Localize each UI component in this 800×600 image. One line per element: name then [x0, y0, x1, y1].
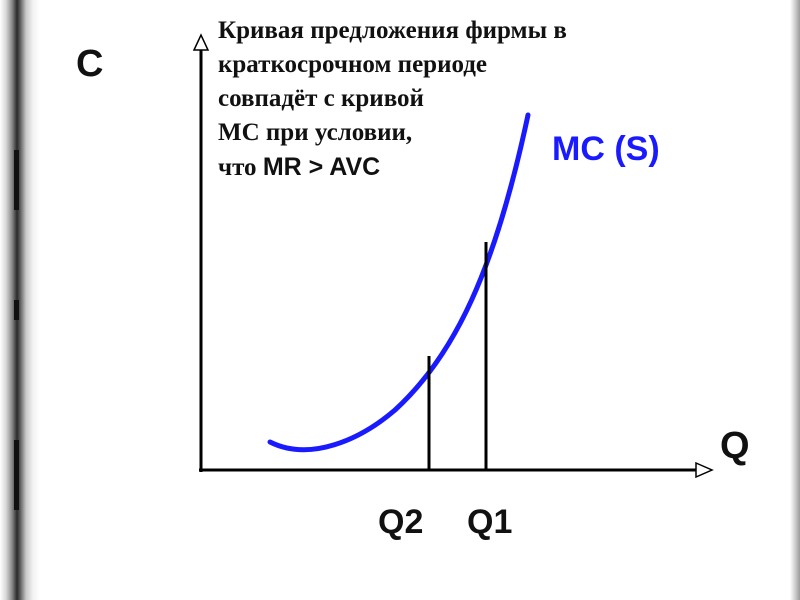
x-axis-arrow-icon [695, 461, 714, 479]
border-streak [14, 440, 19, 510]
border-streak [14, 150, 19, 210]
y-axis-label: C [76, 43, 103, 85]
x-axis-label: Q [720, 425, 750, 467]
diagram-caption: Кривая предложения фирмы в краткосрочном… [218, 14, 688, 185]
q2-label: Q2 [378, 503, 423, 541]
mc-curve-label: MC (S) [552, 130, 660, 168]
mc-curve [267, 112, 531, 453]
caption-line: краткосрочном периоде [218, 51, 488, 78]
caption-line: совпадёт с кривой [218, 85, 424, 112]
caption-prefix: что [218, 154, 263, 181]
caption-line: Кривая предложения фирмы в [218, 17, 567, 44]
y-axis-arrow-icon [192, 33, 210, 51]
q1-label: Q1 [467, 503, 512, 541]
slide-left-border [0, 0, 42, 600]
caption-condition: MR > AVC [262, 153, 381, 181]
caption-line: что MR > AVC [218, 150, 688, 185]
slide-right-border [790, 0, 800, 600]
border-streak [14, 300, 19, 320]
caption-line: МС при условии, [218, 119, 413, 146]
